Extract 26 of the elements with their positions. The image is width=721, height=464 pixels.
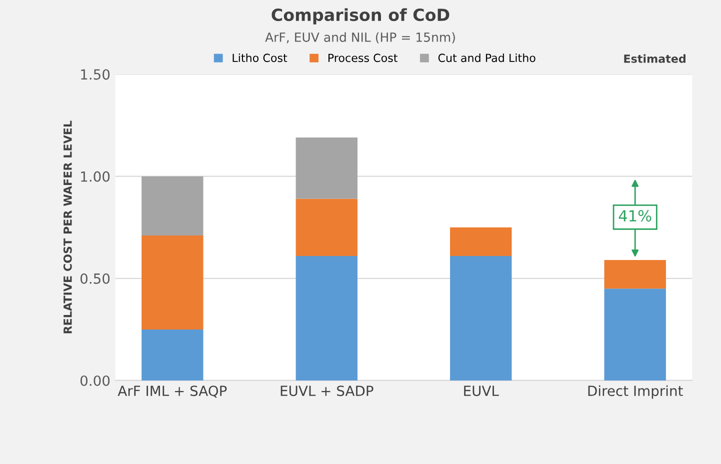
legend-label: Litho Cost	[232, 53, 288, 62]
legend-label: Process Cost	[328, 54, 398, 62]
y-axis-title: RELATIVE COST PER WAFER LEVEL	[63, 120, 72, 334]
bar	[142, 329, 204, 380]
bar	[296, 198, 358, 256]
x-tick-label: EUVL	[464, 386, 499, 396]
bar	[450, 256, 512, 380]
bar	[142, 236, 204, 330]
text: Estimated	[624, 54, 686, 63]
x-tick-label: EUVL + SADP	[280, 386, 374, 396]
annotation: 41%	[618, 210, 652, 222]
bar	[450, 227, 512, 256]
chart-subtitle: ArF, EUV and NIL (HP = 15nm)	[265, 32, 455, 44]
y-tick-label: 0.00	[80, 375, 110, 386]
bar	[296, 138, 358, 199]
bar	[142, 176, 204, 236]
y-tick-label: 1.00	[81, 171, 110, 182]
y-tick-label: 1.50	[81, 69, 110, 80]
chart-title: Comparison of CoD	[272, 8, 450, 24]
x-tick-label: ArF IML + SAQP	[118, 386, 227, 398]
x-tick-label: Direct Imprint	[588, 385, 683, 399]
legend-label: Cut and Pad Litho	[438, 53, 536, 62]
y-tick-label: 0.50	[80, 273, 110, 284]
bar	[604, 288, 666, 380]
bar	[604, 260, 666, 289]
bar	[296, 256, 358, 380]
